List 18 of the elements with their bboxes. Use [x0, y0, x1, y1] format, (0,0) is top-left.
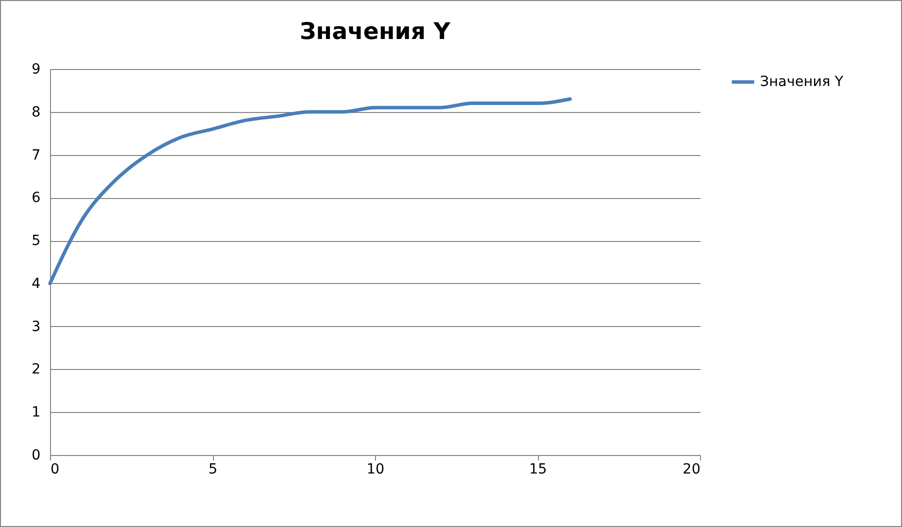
- y-tick-label: 2: [32, 362, 40, 378]
- y-tick-label: 3: [32, 318, 40, 335]
- x-tick-label: 0: [50, 462, 60, 478]
- legend-label: Значения Y: [760, 74, 844, 90]
- y-tick-label: 7: [32, 147, 40, 164]
- x-tick-label: 15: [529, 462, 547, 478]
- y-tick-label: 1: [32, 404, 40, 421]
- y-tick-label: 6: [32, 190, 41, 206]
- y-tick-label: 9: [32, 62, 40, 78]
- y-tick-label: 0: [32, 448, 40, 464]
- chart-title: Значения Y: [300, 19, 451, 45]
- line-series: [48, 97, 572, 286]
- x-tick-label: 5: [208, 462, 218, 478]
- y-tick-label: 8: [32, 104, 40, 120]
- x-tick-label: 20: [682, 462, 700, 478]
- y-tick-label: 4: [32, 276, 41, 292]
- x-tick-label: 10: [366, 462, 384, 478]
- y-tick-label: 5: [32, 233, 40, 250]
